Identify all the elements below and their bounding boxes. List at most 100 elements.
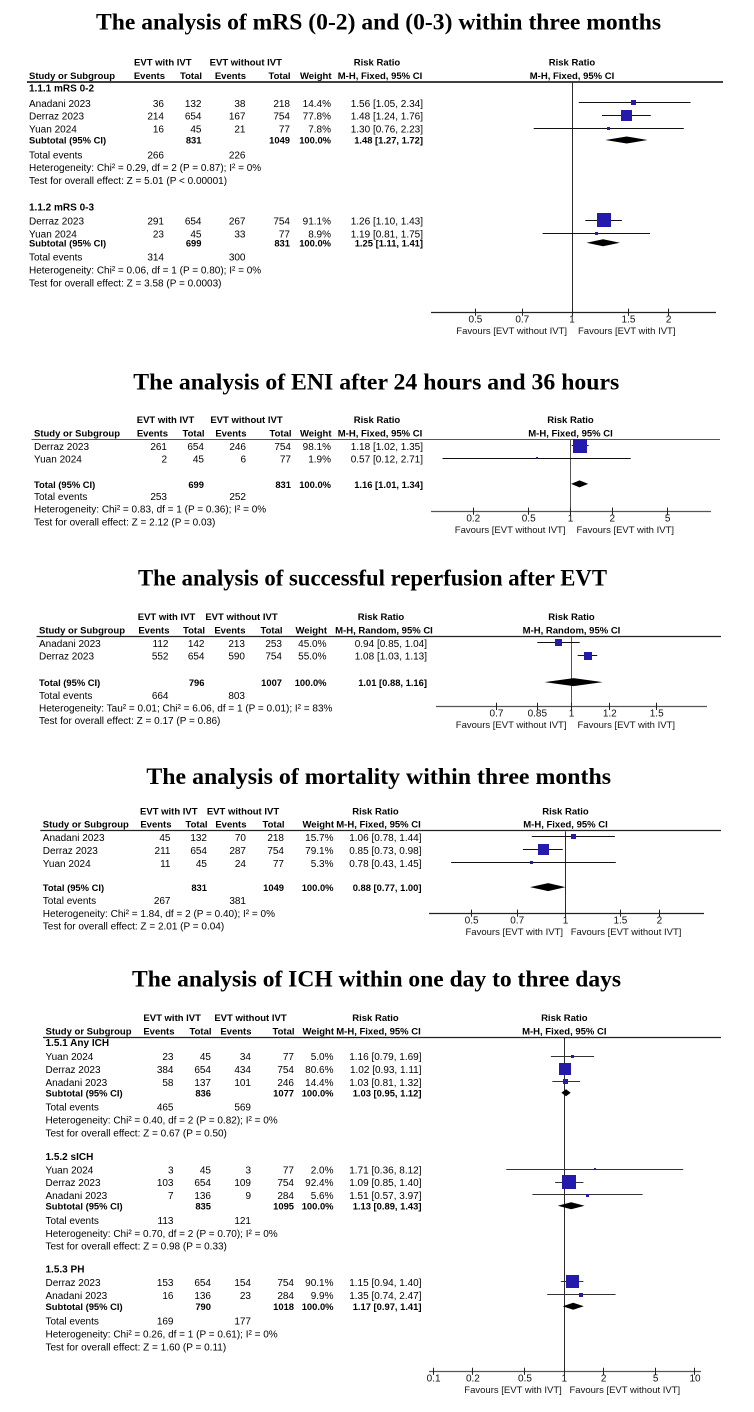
svg-text:15.7%: 15.7% xyxy=(305,833,333,844)
svg-text:Derraz 2023: Derraz 2023 xyxy=(46,1178,101,1189)
svg-text:1.15 [0.94, 1.40]: 1.15 [0.94, 1.40] xyxy=(349,1278,422,1289)
svg-text:Heterogeneity: Chi² = 0.26, df: Heterogeneity: Chi² = 0.26, df = 1 (P = … xyxy=(46,1330,278,1341)
svg-text:1.08 [1.03, 1.13]: 1.08 [1.03, 1.13] xyxy=(355,652,428,663)
svg-text:M-H, Fixed, 95% CI: M-H, Fixed, 95% CI xyxy=(528,428,612,439)
svg-text:10: 10 xyxy=(689,1374,701,1385)
svg-text:58: 58 xyxy=(162,1078,174,1089)
svg-text:77: 77 xyxy=(280,454,292,465)
svg-text:Subtotal (95% CI): Subtotal (95% CI) xyxy=(29,238,106,249)
svg-text:5: 5 xyxy=(665,513,671,524)
svg-text:Favours [EVT with IVT]: Favours [EVT with IVT] xyxy=(577,525,675,536)
svg-text:1: 1 xyxy=(563,915,569,926)
svg-text:45: 45 xyxy=(200,1052,212,1063)
svg-text:1.02 [0.93, 1.11]: 1.02 [0.93, 1.11] xyxy=(350,1065,422,1076)
svg-text:5: 5 xyxy=(653,1374,659,1385)
svg-text:2: 2 xyxy=(666,314,672,325)
svg-text:Test for overall effect: Z = 0: Test for overall effect: Z = 0.17 (P = 0… xyxy=(39,716,220,727)
svg-text:1: 1 xyxy=(569,314,575,325)
svg-text:16: 16 xyxy=(162,1291,174,1302)
svg-text:7.8%: 7.8% xyxy=(308,125,331,136)
svg-text:100.0%: 100.0% xyxy=(302,882,334,893)
svg-text:Study or Subgroup: Study or Subgroup xyxy=(34,428,120,439)
svg-text:100.0%: 100.0% xyxy=(299,135,331,146)
svg-text:1.5: 1.5 xyxy=(622,314,636,325)
svg-text:654: 654 xyxy=(194,1065,211,1076)
svg-text:EVT with IVT: EVT with IVT xyxy=(143,1013,201,1024)
svg-text:100.0%: 100.0% xyxy=(302,1088,334,1099)
svg-text:552: 552 xyxy=(152,652,169,663)
svg-text:Events: Events xyxy=(215,428,246,439)
svg-text:9: 9 xyxy=(245,1191,251,1202)
svg-text:Anadani 2023: Anadani 2023 xyxy=(46,1191,108,1202)
svg-text:246: 246 xyxy=(277,1078,294,1089)
svg-text:1.1.1 mRS 0-2: 1.1.1 mRS 0-2 xyxy=(29,84,94,95)
svg-text:45: 45 xyxy=(190,125,202,136)
svg-text:45: 45 xyxy=(159,833,171,844)
svg-text:The analysis of mortality with: The analysis of mortality within three m… xyxy=(146,764,611,790)
svg-text:300: 300 xyxy=(229,253,246,264)
svg-text:1.5.2 sICH: 1.5.2 sICH xyxy=(46,1152,94,1163)
svg-text:M-H, Fixed, 95% CI: M-H, Fixed, 95% CI xyxy=(338,71,422,82)
svg-text:831: 831 xyxy=(191,882,207,893)
svg-text:218: 218 xyxy=(273,99,290,110)
svg-text:Risk Ratio: Risk Ratio xyxy=(541,1013,588,1024)
svg-text:831: 831 xyxy=(275,479,291,490)
svg-text:284: 284 xyxy=(277,1291,294,1302)
svg-text:77: 77 xyxy=(273,859,285,870)
svg-text:45: 45 xyxy=(196,859,208,870)
svg-text:70: 70 xyxy=(235,833,247,844)
svg-text:384: 384 xyxy=(157,1065,174,1076)
svg-text:34: 34 xyxy=(240,1052,252,1063)
svg-text:21: 21 xyxy=(234,125,246,136)
svg-text:1.25 [1.11, 1.41]: 1.25 [1.11, 1.41] xyxy=(355,238,423,249)
svg-text:EVT without IVT: EVT without IVT xyxy=(214,1013,286,1024)
svg-text:Heterogeneity: Chi² = 1.84, df: Heterogeneity: Chi² = 1.84, df = 2 (P = … xyxy=(43,909,275,920)
svg-text:253: 253 xyxy=(150,492,167,503)
svg-text:0.1: 0.1 xyxy=(427,1374,441,1385)
svg-text:0.5: 0.5 xyxy=(522,513,536,524)
svg-text:654: 654 xyxy=(194,1278,211,1289)
svg-text:Risk Ratio: Risk Ratio xyxy=(547,415,594,426)
svg-text:654: 654 xyxy=(185,112,202,123)
svg-text:Anadani 2023: Anadani 2023 xyxy=(39,639,101,650)
svg-text:0.7: 0.7 xyxy=(510,915,524,926)
svg-text:Total: Total xyxy=(263,820,285,831)
svg-text:Total (95% CI): Total (95% CI) xyxy=(39,677,100,688)
svg-text:Derraz 2023: Derraz 2023 xyxy=(39,652,94,663)
svg-text:M-H, Random, 95% CI: M-H, Random, 95% CI xyxy=(523,626,621,637)
svg-text:Derraz 2023: Derraz 2023 xyxy=(46,1278,101,1289)
svg-text:2: 2 xyxy=(161,454,167,465)
svg-text:Events: Events xyxy=(134,71,165,82)
svg-text:1.51 [0.57, 3.97]: 1.51 [0.57, 3.97] xyxy=(349,1191,422,1202)
svg-text:Favours [EVT with IVT]: Favours [EVT with IVT] xyxy=(466,927,564,938)
svg-text:Total (95% CI): Total (95% CI) xyxy=(34,479,95,490)
svg-text:Heterogeneity: Chi² = 0.29, df: Heterogeneity: Chi² = 0.29, df = 2 (P = … xyxy=(29,163,261,174)
svg-text:1.06 [0.78, 1.44]: 1.06 [0.78, 1.44] xyxy=(349,833,422,844)
svg-text:835: 835 xyxy=(195,1201,211,1212)
svg-text:0.88 [0.77, 1.00]: 0.88 [0.77, 1.00] xyxy=(353,882,422,893)
svg-text:1.17 [0.97, 1.41]: 1.17 [0.97, 1.41] xyxy=(353,1301,422,1312)
svg-text:Study or Subgroup: Study or Subgroup xyxy=(43,820,129,831)
svg-text:Events: Events xyxy=(215,71,246,82)
svg-text:Total events: Total events xyxy=(46,1216,99,1227)
svg-text:1.03 [0.81, 1.32]: 1.03 [0.81, 1.32] xyxy=(349,1078,422,1089)
svg-text:Total: Total xyxy=(180,71,202,82)
svg-text:0.57 [0.12, 2.71]: 0.57 [0.12, 2.71] xyxy=(351,454,424,465)
svg-text:16: 16 xyxy=(153,125,165,136)
svg-text:169: 169 xyxy=(157,1317,174,1328)
svg-text:754: 754 xyxy=(277,1178,294,1189)
svg-text:287: 287 xyxy=(229,846,246,857)
svg-text:Subtotal (95% CI): Subtotal (95% CI) xyxy=(46,1301,123,1312)
svg-text:1095: 1095 xyxy=(273,1201,294,1212)
svg-text:132: 132 xyxy=(185,99,202,110)
svg-text:100.0%: 100.0% xyxy=(299,238,331,249)
svg-text:1: 1 xyxy=(569,709,575,720)
svg-text:Derraz 2023: Derraz 2023 xyxy=(46,1065,101,1076)
svg-text:5.0%: 5.0% xyxy=(311,1052,334,1063)
svg-text:314: 314 xyxy=(147,253,164,264)
svg-text:77: 77 xyxy=(279,229,291,240)
svg-text:Total (95% CI): Total (95% CI) xyxy=(43,882,104,893)
svg-text:45.0%: 45.0% xyxy=(298,639,326,650)
svg-text:Anadani 2023: Anadani 2023 xyxy=(46,1078,108,1089)
svg-text:Weight: Weight xyxy=(303,1026,335,1037)
